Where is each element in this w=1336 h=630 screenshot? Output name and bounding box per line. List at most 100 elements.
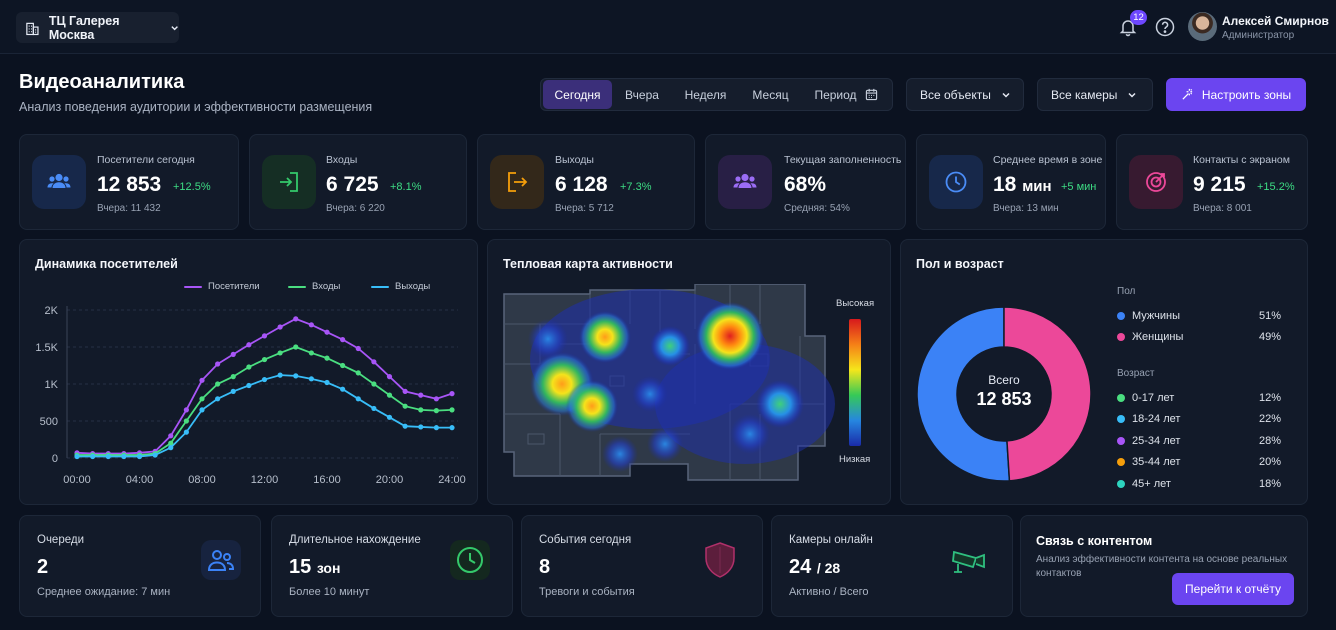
data-point[interactable] <box>371 359 377 365</box>
configure-zones-button[interactable]: Настроить зоны <box>1166 78 1306 111</box>
data-point[interactable] <box>433 425 439 431</box>
data-point[interactable] <box>199 407 205 413</box>
data-point[interactable] <box>308 376 314 382</box>
data-point[interactable] <box>246 342 252 348</box>
objects-dropdown[interactable]: Все объекты <box>906 78 1024 111</box>
stat-value: 12 853 <box>97 173 162 196</box>
data-point[interactable] <box>340 386 346 392</box>
data-point[interactable] <box>340 337 346 343</box>
data-point[interactable] <box>371 405 377 412</box>
tab-month[interactable]: Месяц <box>752 87 789 102</box>
heatmap-legend-low: Низкая <box>839 454 871 465</box>
stat-delta: +12.5% <box>173 181 211 193</box>
data-point[interactable] <box>246 382 252 389</box>
data-point[interactable] <box>168 445 174 451</box>
go-to-report-button[interactable]: Перейти к отчёту <box>1172 573 1294 605</box>
data-point[interactable] <box>261 333 268 339</box>
data-point[interactable] <box>293 373 299 379</box>
stat-label: Посетители сегодня <box>97 154 195 166</box>
data-point[interactable] <box>402 423 408 429</box>
tab-period[interactable]: Период <box>802 80 890 109</box>
data-point[interactable] <box>215 381 221 387</box>
data-point[interactable] <box>136 453 143 460</box>
data-point[interactable] <box>402 403 408 409</box>
data-point[interactable] <box>152 452 158 458</box>
chevron-down-icon <box>1002 92 1010 98</box>
data-point[interactable] <box>355 396 361 402</box>
data-point[interactable] <box>261 376 268 383</box>
stat-icon-box <box>262 155 316 209</box>
data-point[interactable] <box>308 322 314 328</box>
data-point[interactable] <box>277 324 283 330</box>
data-point[interactable] <box>386 374 393 380</box>
data-point[interactable] <box>183 418 189 424</box>
data-point[interactable] <box>324 355 330 361</box>
tab-today[interactable]: Сегодня <box>543 80 612 109</box>
pie-slice[interactable] <box>1003 306 1092 482</box>
data-point[interactable] <box>230 351 236 357</box>
data-point[interactable] <box>277 350 283 356</box>
data-point[interactable] <box>293 316 299 322</box>
stat-value: 18 мин <box>993 173 1052 197</box>
data-point[interactable] <box>308 350 314 356</box>
legend-visitors[interactable]: Посетители <box>184 281 260 292</box>
data-point[interactable] <box>418 407 424 413</box>
data-point[interactable] <box>449 407 455 413</box>
data-point[interactable] <box>121 453 127 460</box>
data-point[interactable] <box>199 377 205 383</box>
data-point[interactable] <box>168 433 174 439</box>
stat-label: Входы <box>326 154 358 166</box>
user-name[interactable]: Алексей Смирнов <box>1222 14 1329 28</box>
data-point[interactable] <box>449 391 455 397</box>
card-value: 2 <box>37 556 49 578</box>
data-point[interactable] <box>168 440 174 446</box>
data-point[interactable] <box>215 396 221 402</box>
data-point[interactable] <box>449 425 455 431</box>
data-point[interactable] <box>183 429 189 435</box>
data-point[interactable] <box>105 453 111 460</box>
data-point[interactable] <box>215 361 221 367</box>
tab-week[interactable]: Неделя <box>684 87 727 102</box>
legend-exits[interactable]: Выходы <box>371 281 430 292</box>
data-point[interactable] <box>90 453 96 460</box>
data-point[interactable] <box>386 414 393 420</box>
data-point[interactable] <box>324 379 330 386</box>
data-point[interactable] <box>324 329 330 335</box>
org-select[interactable]: ТЦ Галерея Москва <box>16 12 179 43</box>
data-point[interactable] <box>355 345 361 352</box>
legend-entries[interactable]: Входы <box>288 281 340 292</box>
card-sub: Среднее ожидание: 7 мин <box>37 586 171 598</box>
data-point[interactable] <box>402 388 408 394</box>
avatar[interactable] <box>1188 12 1217 41</box>
period-switcher: Сегодня Вчера Неделя Месяц Период <box>540 78 893 111</box>
line-chart: 0 500 1K 1.5K 2K 00:00 04:00 08:00 12:00 16:00 20:… <box>35 305 465 486</box>
tab-yesterday[interactable]: Вчера <box>625 87 659 102</box>
data-point[interactable] <box>277 372 283 378</box>
data-point[interactable] <box>433 396 439 402</box>
data-point[interactable] <box>386 392 393 398</box>
card-value: 24 / 28 <box>789 556 840 579</box>
x-tick-label: 08:00 <box>188 474 216 486</box>
cameras-dropdown[interactable]: Все камеры <box>1037 78 1153 111</box>
pie-slice[interactable] <box>916 306 1011 482</box>
data-point[interactable] <box>230 388 236 394</box>
data-point[interactable] <box>418 392 424 398</box>
building-icon <box>26 22 39 35</box>
data-point[interactable] <box>183 407 189 413</box>
data-point[interactable] <box>293 344 299 350</box>
row-label: 18-24 лет <box>1132 413 1181 425</box>
help-icon[interactable] <box>1155 17 1175 37</box>
data-point[interactable] <box>371 381 377 387</box>
data-point[interactable] <box>199 396 205 402</box>
card-value-number: 24 <box>789 556 812 578</box>
data-point[interactable] <box>433 408 439 414</box>
data-point[interactable] <box>230 374 236 380</box>
data-point[interactable] <box>261 356 268 363</box>
data-point[interactable] <box>355 370 361 376</box>
data-point[interactable] <box>74 453 80 460</box>
stat-previous: Вчера: 11 432 <box>97 203 161 214</box>
row-percent: 22% <box>1258 413 1281 425</box>
data-point[interactable] <box>340 362 346 369</box>
data-point[interactable] <box>418 424 424 430</box>
data-point[interactable] <box>246 364 252 370</box>
